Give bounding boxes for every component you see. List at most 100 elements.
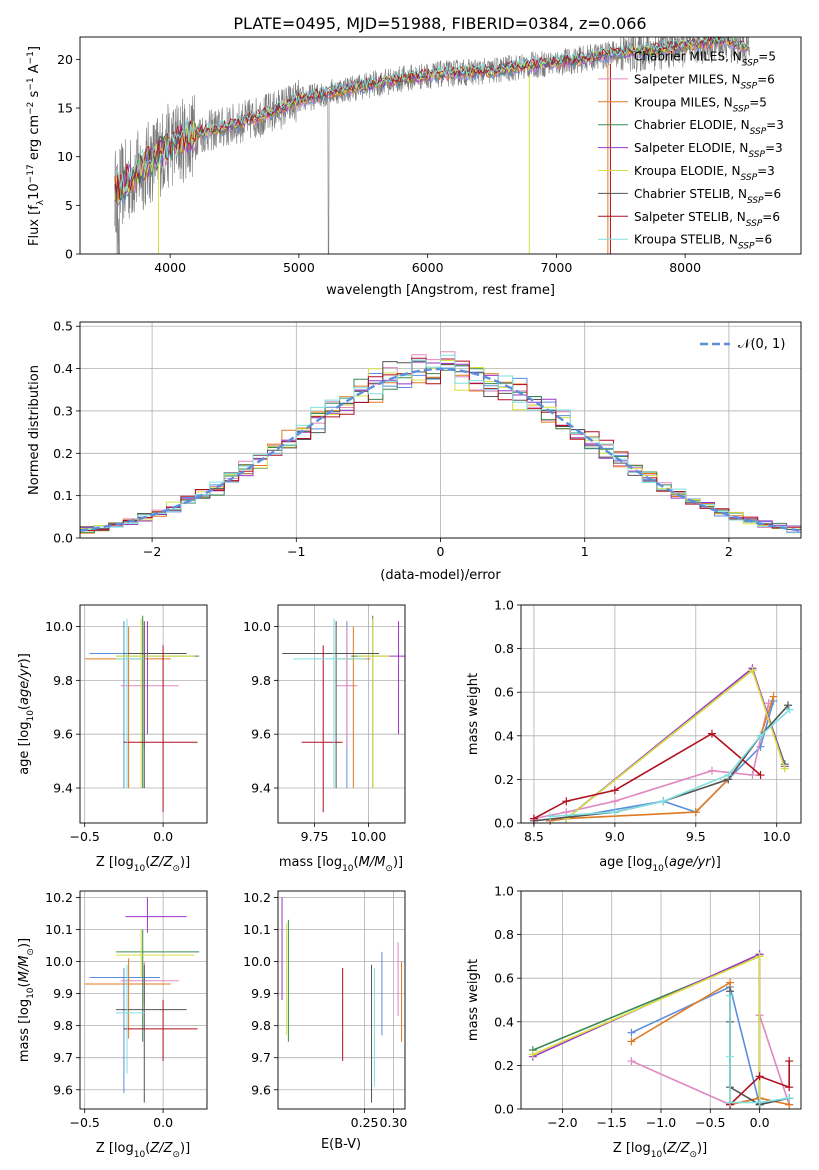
label-part: =5 [749, 95, 767, 109]
label-part: =3 [757, 164, 775, 178]
marks-layer [79, 37, 802, 1109]
label-part: SSP [742, 59, 759, 69]
label-part: ( [662, 1141, 667, 1156]
tick-label: 0.4 [494, 1014, 514, 1029]
label-part: 10 [342, 864, 354, 874]
tick-label: 0.4 [494, 728, 514, 743]
tick-label: 0.6 [494, 971, 514, 986]
legend-entry: Salpeter ELODIE, NSSP=3 [634, 141, 783, 160]
tick-label: 10 [57, 149, 73, 164]
tick-label: 9.4 [251, 781, 271, 796]
data-point [724, 771, 733, 780]
tick-label: −0.5 [70, 829, 100, 844]
data-point [627, 1037, 636, 1046]
label-part: ( [354, 855, 359, 870]
label-part: Chabrier STELIB, N [634, 187, 747, 201]
tick-label: −0.5 [695, 1115, 725, 1130]
model-spectrum [114, 37, 749, 202]
tick-label: 10.00 [351, 829, 387, 844]
x-axis-label: wavelength [Angstrom, rest frame] [326, 283, 555, 298]
model-spectrum [114, 37, 749, 193]
label-part: SSP [747, 196, 764, 206]
series-line [532, 955, 761, 1105]
label-part: Z/Z [149, 855, 173, 870]
label-part: =5 [758, 50, 776, 64]
data-point [726, 978, 735, 987]
tick-label: 9.75 [301, 829, 329, 844]
tick-label: −1 [287, 544, 305, 559]
legend-entry: Kroupa MILES, NSSP=5 [634, 95, 767, 114]
tick-label: 1 [581, 544, 589, 559]
label-part: 10 [134, 864, 146, 874]
tick-label: 9.8 [251, 673, 271, 688]
label-part: ] [27, 46, 42, 51]
tick-label: 7000 [540, 260, 572, 275]
label-part: A [27, 64, 42, 77]
tick-label: 9.7 [251, 1050, 271, 1065]
label-part: Chabrier MILES, N [634, 50, 742, 64]
legend-entry: 𝒩(0, 1) [738, 337, 785, 352]
tick-label: 0 [437, 544, 445, 559]
series-line [729, 1061, 790, 1106]
tick-label: 0.2 [53, 446, 73, 461]
label-part: M/M [17, 956, 32, 983]
data-point [784, 701, 793, 710]
data-point [659, 797, 668, 806]
label-part: ( [664, 855, 669, 870]
tick-label: 0.4 [53, 361, 73, 376]
tick-label: 5000 [283, 260, 315, 275]
y-axis-label: age [log10(age/yr)] [17, 653, 36, 775]
data-point [610, 808, 619, 817]
label-part: ⊙ [385, 864, 393, 874]
tick-label: 0.2 [494, 772, 514, 787]
x-axis-label: Z [log10(Z/Z⊙)] [96, 1141, 190, 1160]
legend-entry: Chabrier STELIB, NSSP=6 [634, 187, 781, 206]
label-part: age/yr [17, 662, 32, 705]
label-part: λ [36, 199, 46, 205]
data-point [529, 814, 538, 823]
data-point [755, 952, 764, 961]
label-part: =6 [762, 210, 780, 224]
label-part: ( [17, 705, 32, 710]
tick-label: 0.25 [351, 1115, 379, 1130]
tick-label: 0.5 [53, 319, 73, 334]
data-point [785, 705, 794, 714]
label-part: )] [17, 938, 32, 948]
label-part: −17 [26, 164, 36, 183]
tick-label: 0.0 [494, 1102, 514, 1117]
data-point [755, 1072, 764, 1081]
tick-label: −1.5 [597, 1115, 627, 1130]
label-part: =6 [764, 187, 782, 201]
tick-label: −1.0 [646, 1115, 676, 1130]
tick-label: 9.0 [605, 829, 625, 844]
axes-frame [277, 890, 406, 1110]
data-point [769, 692, 778, 701]
label-part: SSP [741, 81, 758, 91]
tick-label: 10.1 [45, 922, 73, 937]
histogram-step [80, 354, 801, 534]
data-point [562, 797, 571, 806]
tick-label: 15 [57, 101, 73, 116]
y-axis-label: Flux [fλ10−17 erg cm−2 s−1 A−1] [26, 46, 46, 246]
label-part: Salpeter ELODIE, N [634, 141, 748, 155]
label-part: SSP [733, 104, 750, 114]
tick-label: 8.5 [524, 829, 544, 844]
label-part: erg cm [27, 115, 42, 164]
data-point [707, 766, 716, 775]
label-part: Z [log [96, 1141, 134, 1156]
label-part: )] [180, 1141, 190, 1156]
y-axis-label: mass weight [466, 673, 481, 755]
series-line [550, 709, 791, 818]
label-part: Chabrier ELODIE, N [634, 118, 750, 132]
label-part: =6 [757, 72, 775, 86]
label-part: SSP [738, 242, 755, 252]
tick-label: 9.8 [53, 673, 73, 688]
label-part: )] [697, 1141, 707, 1156]
x-axis-label: mass [log10(M/M⊙)] [279, 855, 403, 874]
label-part: Z [log [613, 1141, 651, 1156]
tick-label: 9.6 [251, 727, 271, 742]
label-part: 10 [27, 183, 42, 200]
tick-label: 0.0 [153, 1115, 173, 1130]
tick-label: 10.1 [243, 922, 271, 937]
